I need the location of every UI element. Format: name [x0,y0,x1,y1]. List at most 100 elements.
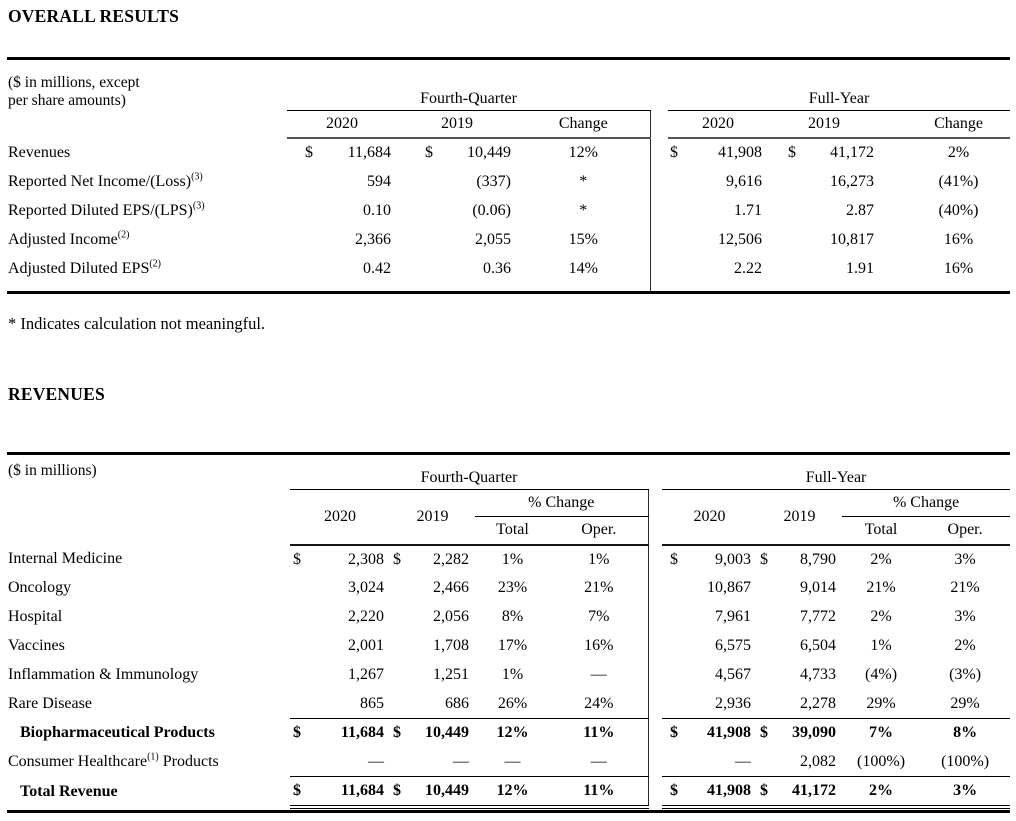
col-header-change: Change [880,110,1011,139]
cell: * [517,196,651,225]
col-header-oper: Oper. [550,516,649,546]
cell: $8,790 [760,550,837,568]
cell: 865 [290,689,390,719]
cell: $11,684 [290,776,390,809]
cell: 21% [950,579,980,596]
group-header-full-year: Full-Year [668,58,1011,111]
column-gap [650,254,668,283]
cell: 1% [501,666,524,683]
column-gap [648,454,662,490]
group-header-full-year: Full-Year [662,453,1011,490]
cell: 8% [953,724,978,742]
cell: 3,024 [348,579,384,596]
cell: 12% [517,138,651,167]
row-label: Reported Diluted EPS/(LPS)(3) [8,200,205,219]
cell: 2,220 [348,608,384,625]
column-gap [648,690,662,719]
cell: — [475,747,550,777]
cell: 16,273 [830,172,875,190]
table-row: Adjusted Income(2) 2,366 2,055 15% 12,50… [7,225,1010,254]
cell: 16% [550,631,649,661]
column-gap [648,777,662,807]
cell: 3% [954,550,976,568]
table-row: Reported Diluted EPS/(LPS)(3) 0.10 (0.06… [7,196,1010,225]
cell: — [390,747,475,777]
cell: 12% [475,776,550,809]
spacer [475,807,550,812]
col-header-2020: 2020 [662,489,758,546]
spacer [397,283,517,292]
table-header-group-row: ($ in millions) Fourth-Quarter Full-Year [7,453,1011,490]
row-label: Adjusted Diluted EPS(2) [8,258,162,277]
row-label: Biopharmaceutical Products [20,724,215,741]
col-header-oper: Oper. [920,516,1011,546]
spacer [880,283,1010,292]
cell: 2,278 [757,689,843,719]
cell: — [550,747,649,777]
cell: $11,684 [305,144,391,161]
column-gap [650,138,668,167]
table-header-group-row: ($ in millions, except per share amounts… [7,58,1011,111]
table-row-subtotal: Biopharmaceutical Products $11,684 $10,4… [7,718,1010,748]
table-row: Rare Disease 865 686 26% 24% 2,936 2,278… [7,689,1011,719]
revenues-table: ($ in millions) Fourth-Quarter Full-Year… [7,452,1011,813]
cell: 11% [550,718,649,748]
cell: 2.22 [734,259,763,277]
column-gap [648,545,662,574]
cell: $11,684 [293,724,384,742]
cell: (41%) [938,172,979,190]
spacer [550,807,648,812]
cell: 12% [496,724,529,742]
col-header-pct-change: % Change [842,489,1011,517]
spacer [648,807,662,812]
row-label: Total Revenue [20,782,118,800]
cell: 2,001 [348,637,384,654]
overall-results-heading: OVERALL RESULTS [8,6,180,26]
cell: (4%) [865,666,898,683]
cell: $10,449 [425,144,511,161]
col-header-2019: 2019 [757,489,843,546]
column-gap [648,632,662,661]
cell: (3%) [949,666,982,683]
cell: 6,504 [800,637,837,654]
cell: 24% [550,689,649,719]
cell: 7,961 [715,608,752,625]
cell: 2% [870,550,892,568]
cell: 17% [497,637,528,654]
cell: 29% [842,689,921,719]
table-header-year-row: 2020 2019 Change 2020 2019 Change [7,110,1011,139]
column-gap [648,490,662,545]
cell: 0.10 [363,201,391,219]
column-gap [648,748,662,777]
table-row: Reported Net Income/(Loss)(3) 594 (337) … [7,167,1010,196]
cell: 594 [367,172,391,190]
column-gap [650,196,668,225]
cell: $41,908 [670,144,763,161]
cell: $10,449 [393,724,469,742]
cell: $41,908 [662,776,758,809]
cell: 4,567 [715,666,752,683]
cell: $2,308 [293,550,384,568]
spacer-row [7,807,1010,812]
table-row: Adjusted Diluted EPS(2) 0.42 0.36 14% 2.… [7,254,1010,283]
col-header-2019: 2019 [397,110,517,139]
cell: 2% [947,144,970,161]
cell: 1% [501,550,524,568]
spacer-row [7,283,1010,292]
group-header-fourth-quarter: Fourth-Quarter [290,453,649,490]
column-gap [650,167,668,196]
column-gap [650,225,668,254]
cell: 1% [870,637,892,654]
cell: 12,506 [718,230,763,248]
cell: 1,267 [348,666,384,683]
cell: 1,708 [433,637,469,654]
cell: 9,014 [800,579,837,596]
table-row: Revenues $11,684 $10,449 12% $41,908 $41… [7,138,1010,167]
cell: — [662,747,758,777]
cell: 11% [550,776,649,809]
table-row-total: Total Revenue $11,684 $10,449 12% 11% $4… [7,776,1011,809]
cell: 686 [390,689,475,719]
cell: 16% [943,259,974,277]
spacer [920,807,1010,812]
spacer [650,283,668,292]
